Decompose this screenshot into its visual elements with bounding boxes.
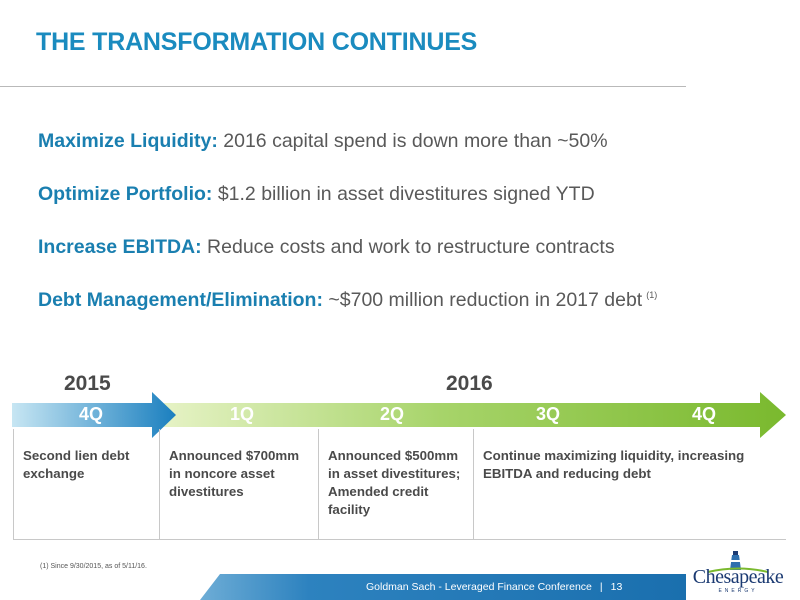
bullet-text: 2016 capital spend is down more than ~50… <box>217 130 608 152</box>
box-700mm: Announced $700mm in noncore asset divest… <box>160 429 319 539</box>
footer-separator: | <box>599 581 603 593</box>
year-2015: 2015 <box>64 372 111 395</box>
bullet-text: $1.2 billion in asset divestitures signe… <box>212 183 595 205</box>
box-continue: Continue maximizing liquidity, increasin… <box>483 448 745 481</box>
title-divider <box>0 86 686 87</box>
box-second-lien: Second lien debt exchange <box>14 429 160 539</box>
page-number: 13 <box>610 581 623 593</box>
bullet-ebitda: Increase EBITDA: Reduce costs and work t… <box>38 236 615 259</box>
box-500mm: Announced $500mm in asset divestitures; … <box>319 429 474 539</box>
quarter-label-4q-2016: 4Q <box>692 404 717 424</box>
bullet-portfolio: Optimize Portfolio: $1.2 billion in asse… <box>38 183 595 206</box>
bullet-text: Reduce costs and work to restructure con… <box>201 236 615 258</box>
company-logo: Chesapeake ENERGY <box>688 548 788 596</box>
footnote: (1) Since 9/30/2015, as of 5/11/16. <box>40 563 147 570</box>
arrow-2016 <box>158 392 786 438</box>
bullet-liquidity: Maximize Liquidity: 2016 capital spend i… <box>38 130 608 153</box>
logo-subtitle: ENERGY <box>718 588 758 594</box>
footer-band <box>0 574 800 600</box>
bullet-lead: Increase EBITDA: <box>38 236 202 258</box>
footer-conference: Goldman Sach - Leveraged Finance Confere… <box>366 581 592 593</box>
arrow-2015 <box>12 392 176 438</box>
lighthouse-icon <box>707 551 769 573</box>
quarter-label-1q: 1Q <box>230 404 255 424</box>
quarter-label-3q: 3Q <box>536 404 561 424</box>
year-2016: 2016 <box>446 372 493 395</box>
logo-wordmark: Chesapeake <box>692 566 784 588</box>
quarter-label-4q-2015: 4Q <box>79 404 104 424</box>
timeline-arrows <box>12 392 786 438</box>
bullet-text: ~$700 million reduction in 2017 debt <box>322 289 643 311</box>
bullet-lead: Debt Management/Elimination: <box>38 289 323 311</box>
bullet-debt: Debt Management/Elimination: ~$700 milli… <box>38 289 657 312</box>
bullet-lead: Optimize Portfolio: <box>38 183 213 205</box>
footnote-ref: (1) <box>646 290 658 300</box>
timeline-boxes: Second lien debt exchange Announced $700… <box>13 429 786 540</box>
slide-title: THE TRANSFORMATION CONTINUES <box>36 28 478 56</box>
quarter-label-2q: 2Q <box>380 404 405 424</box>
footer: Goldman Sach - Leveraged Finance Confere… <box>366 581 622 593</box>
bullet-lead: Maximize Liquidity: <box>38 130 218 152</box>
